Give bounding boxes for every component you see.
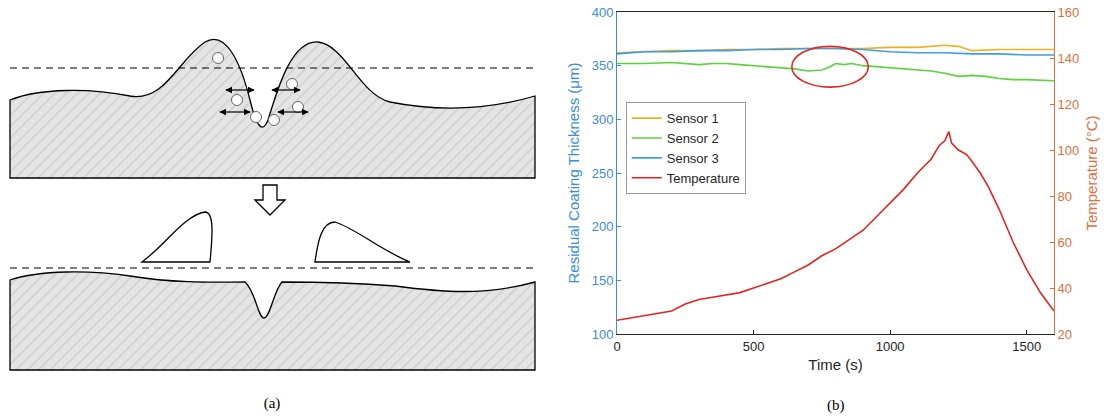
svg-text:250: 250 [592,166,614,181]
svg-text:20: 20 [1058,327,1072,342]
svg-text:160: 160 [1058,5,1080,20]
svg-text:(b): (b) [827,397,845,414]
svg-text:Residual Coating Thickness (μm: Residual Coating Thickness (μm) [565,63,582,284]
svg-text:150: 150 [592,273,614,288]
svg-text:120: 120 [1058,97,1080,112]
svg-text:40: 40 [1058,281,1072,296]
svg-text:Temperature (°C): Temperature (°C) [1083,115,1100,230]
svg-text:60: 60 [1058,235,1072,250]
svg-text:(a): (a) [264,395,281,412]
svg-text:Sensor 3: Sensor 3 [667,151,719,166]
svg-text:Sensor 1: Sensor 1 [667,111,719,126]
svg-text:1000: 1000 [876,339,905,354]
svg-text:80: 80 [1058,189,1072,204]
svg-text:350: 350 [592,58,614,73]
svg-text:Time (s): Time (s) [808,356,862,373]
svg-text:Sensor 2: Sensor 2 [667,131,719,146]
svg-text:Temperature: Temperature [667,171,740,186]
svg-text:400: 400 [592,5,614,20]
svg-text:200: 200 [592,219,614,234]
svg-text:140: 140 [1058,51,1080,66]
svg-text:500: 500 [743,339,765,354]
svg-text:1500: 1500 [1012,339,1041,354]
svg-text:0: 0 [613,339,620,354]
svg-text:100: 100 [592,327,614,342]
svg-text:100: 100 [1058,143,1080,158]
svg-text:300: 300 [592,112,614,127]
